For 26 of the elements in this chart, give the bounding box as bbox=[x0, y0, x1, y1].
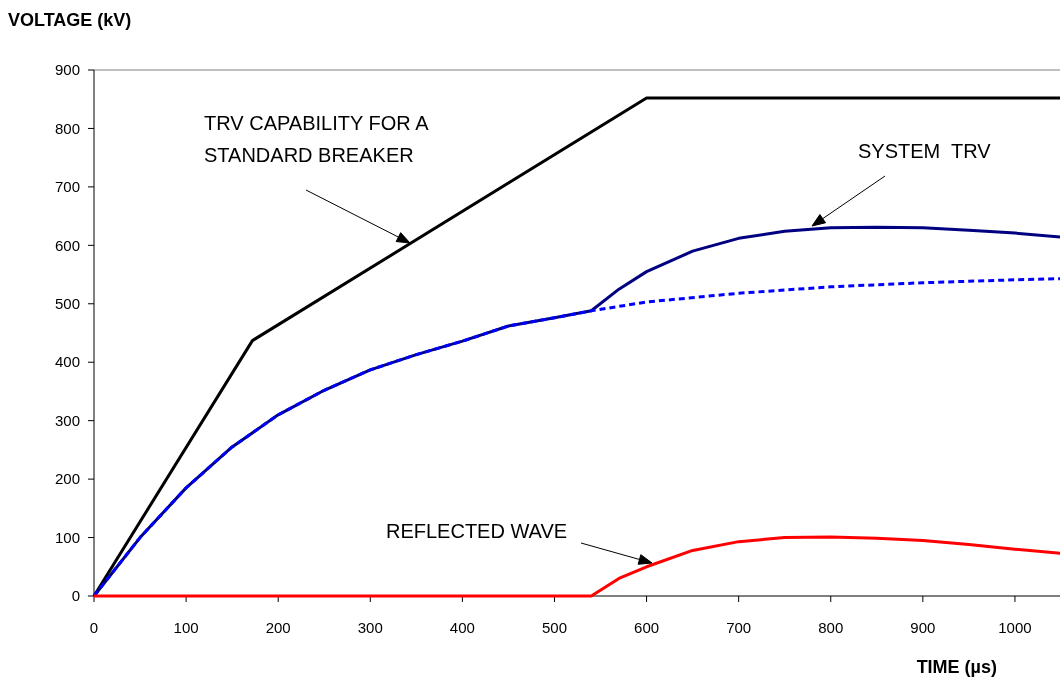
x-tick-label: 700 bbox=[726, 619, 752, 636]
y-tick-label: 800 bbox=[54, 119, 80, 137]
y-axis-title: VOLTAGE (kV) bbox=[8, 10, 132, 30]
y-tick-label: 600 bbox=[54, 236, 80, 254]
annotation: REFLECTED WAVE bbox=[386, 520, 568, 542]
y-tick-label: 0 bbox=[71, 587, 80, 605]
x-tick-label: 200 bbox=[265, 619, 291, 636]
x-tick-label: 500 bbox=[541, 619, 567, 636]
x-tick-label: 600 bbox=[634, 619, 660, 636]
x-tick-label: 900 bbox=[910, 619, 936, 636]
annotation: SYSTEM TRV bbox=[858, 140, 992, 162]
x-axis-title: TIME (µs) bbox=[916, 657, 997, 677]
y-tick-label: 900 bbox=[54, 61, 80, 79]
y-tick-label: 300 bbox=[54, 411, 80, 429]
x-tick-label: 300 bbox=[357, 619, 383, 636]
x-tick-label: 400 bbox=[449, 619, 475, 636]
x-tick-label: 0 bbox=[89, 619, 99, 636]
y-tick-label: 200 bbox=[54, 470, 80, 488]
y-tick-label: 100 bbox=[54, 528, 80, 546]
y-tick-label: 400 bbox=[54, 353, 80, 371]
y-tick-label: 700 bbox=[54, 178, 80, 196]
x-tick-label: 1000 bbox=[998, 619, 1032, 636]
x-tick-label: 100 bbox=[173, 619, 199, 636]
y-tick-label: 500 bbox=[54, 295, 80, 313]
x-tick-label: 800 bbox=[818, 619, 844, 636]
annotation: TRV CAPABILITY FOR A STANDARD BREAKER bbox=[204, 112, 430, 166]
